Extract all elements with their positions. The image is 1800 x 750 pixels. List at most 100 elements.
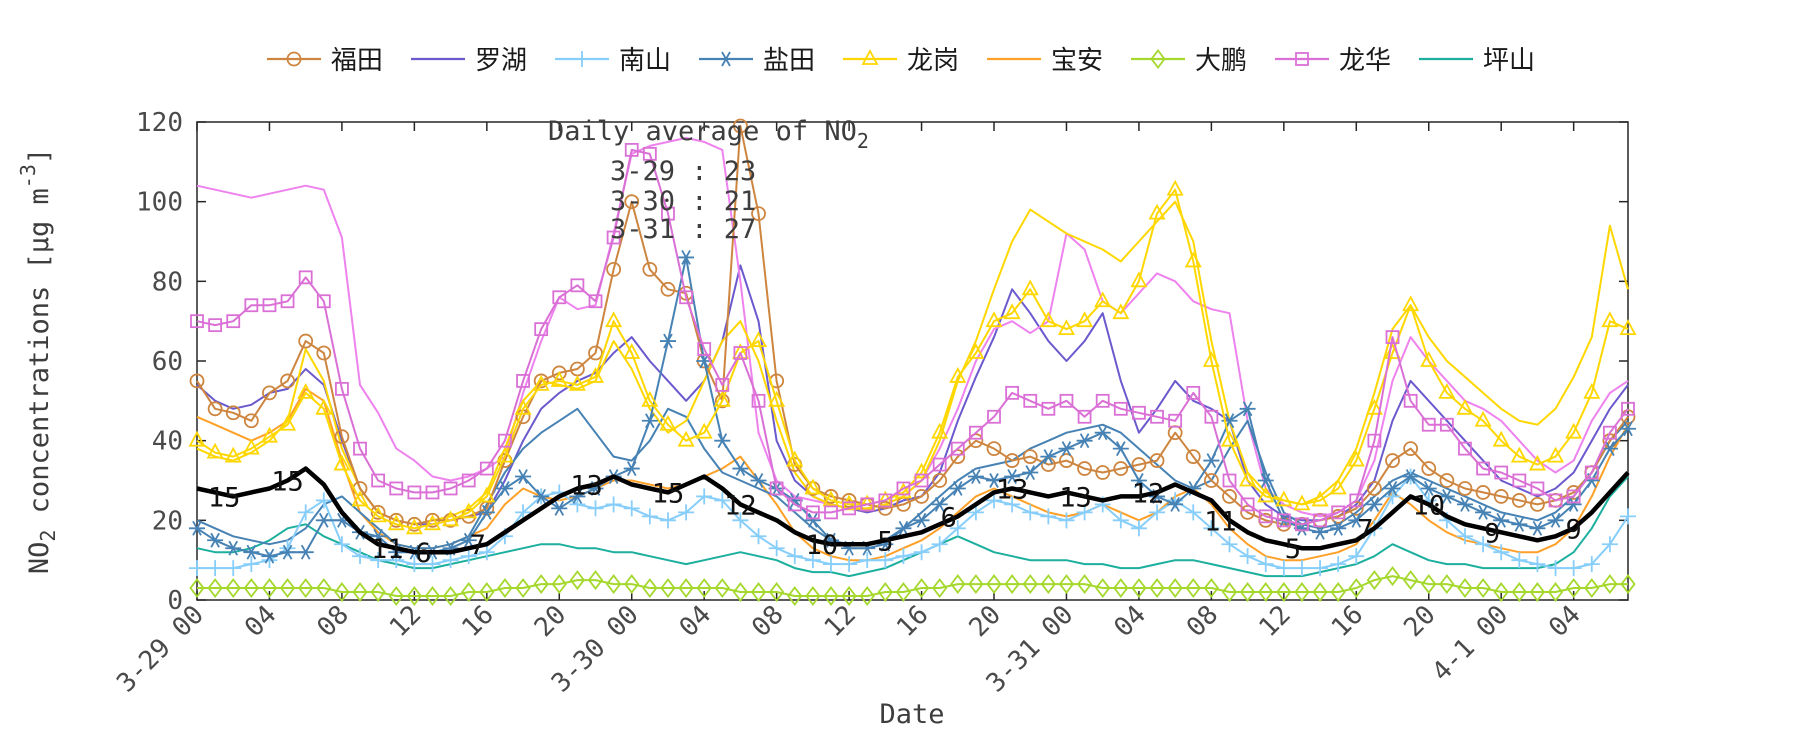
diamond-marker bbox=[1475, 578, 1491, 599]
circle-marker bbox=[968, 433, 984, 449]
plus-marker bbox=[696, 488, 713, 505]
circle-marker bbox=[950, 449, 966, 465]
series-dapeng bbox=[189, 566, 1636, 606]
legend-item-futian: 福田 bbox=[265, 40, 383, 77]
plus-marker bbox=[804, 552, 821, 569]
plus-marker bbox=[442, 552, 459, 569]
legend-item-nanshan: 南山 bbox=[553, 40, 671, 77]
asterisk-marker bbox=[207, 532, 224, 548]
legend-swatch-baoan bbox=[987, 57, 1041, 60]
plus-marker bbox=[877, 552, 894, 569]
asterisk-marker bbox=[1547, 512, 1564, 528]
plus-marker bbox=[1493, 544, 1510, 561]
annotation-row: 3-30 : 21 bbox=[610, 186, 756, 217]
plus-marker bbox=[895, 548, 912, 565]
triangle-marker bbox=[1293, 494, 1311, 511]
square-marker bbox=[896, 481, 911, 496]
square-marker bbox=[552, 290, 567, 305]
plus-marker bbox=[587, 500, 604, 517]
diamond-marker bbox=[1330, 582, 1346, 603]
plus-marker bbox=[1040, 508, 1057, 525]
square-marker bbox=[389, 481, 404, 496]
square-marker bbox=[443, 481, 458, 496]
diamond-marker bbox=[1040, 574, 1056, 595]
square-marker bbox=[1476, 461, 1490, 476]
diamond-marker bbox=[442, 586, 459, 606]
legend-label-longgang: 龙岗 bbox=[906, 46, 959, 76]
triangle-marker bbox=[1220, 430, 1238, 447]
plus-marker bbox=[352, 548, 369, 565]
asterisk-marker bbox=[623, 461, 640, 476]
triangle-marker bbox=[822, 490, 840, 507]
legend-swatch-longgang bbox=[842, 48, 897, 65]
diamond-marker bbox=[1348, 578, 1364, 599]
triangle-marker bbox=[1474, 410, 1492, 427]
square-marker bbox=[1077, 409, 1092, 424]
circle-marker bbox=[986, 441, 1002, 457]
legend-swatch-longhua bbox=[1275, 51, 1330, 66]
asterisk-marker bbox=[460, 532, 477, 548]
circle-marker bbox=[1475, 485, 1491, 500]
square-marker bbox=[316, 294, 331, 309]
triangle-marker bbox=[985, 311, 1003, 328]
diamond-marker bbox=[1221, 582, 1238, 603]
square-marker bbox=[570, 278, 585, 293]
asterisk-marker bbox=[1420, 481, 1437, 496]
plus-marker bbox=[1620, 508, 1636, 525]
circle-marker bbox=[551, 365, 567, 381]
plus-marker bbox=[1511, 552, 1528, 569]
asterisk-marker bbox=[1203, 453, 1220, 469]
plus-marker bbox=[859, 552, 876, 569]
plus-marker bbox=[1112, 512, 1129, 529]
triangle-marker bbox=[1184, 251, 1202, 268]
circle-marker bbox=[225, 405, 241, 421]
diamond-marker bbox=[968, 574, 984, 595]
diamond-marker bbox=[316, 578, 332, 599]
diamond-marker bbox=[1457, 578, 1473, 599]
x-axis-title: Date bbox=[879, 699, 944, 730]
plus-marker bbox=[1456, 528, 1473, 545]
diamond-marker bbox=[1004, 574, 1020, 595]
plus-marker bbox=[786, 548, 803, 565]
black-line-value-label: 6 bbox=[415, 538, 431, 569]
circle-marker bbox=[1077, 461, 1092, 476]
x-tick-label: 12 bbox=[819, 600, 862, 643]
diamond-marker bbox=[1402, 570, 1419, 591]
diamond-marker bbox=[1294, 582, 1310, 603]
diamond-marker bbox=[388, 586, 404, 606]
diamond-marker bbox=[624, 574, 640, 595]
black-line-value-label: 9 bbox=[1484, 518, 1500, 549]
triangle-marker bbox=[1456, 398, 1474, 415]
square-marker bbox=[751, 393, 766, 408]
x-tick-label: 16 bbox=[456, 600, 499, 643]
asterisk-marker bbox=[1040, 449, 1057, 465]
triangle-marker bbox=[224, 446, 242, 463]
legend-swatch-pingshan bbox=[1419, 57, 1474, 60]
circle-marker bbox=[298, 333, 314, 349]
plus-marker bbox=[1275, 560, 1292, 577]
square-marker bbox=[407, 485, 422, 500]
triangle-marker bbox=[369, 506, 387, 523]
square-marker bbox=[479, 461, 494, 476]
y-tick-label: 60 bbox=[152, 347, 183, 377]
circle-marker bbox=[751, 206, 766, 222]
diamond-marker bbox=[1566, 578, 1582, 599]
triangle-marker bbox=[713, 390, 731, 407]
diamond-marker bbox=[823, 586, 839, 606]
plus-marker bbox=[623, 500, 640, 517]
square-marker bbox=[769, 481, 784, 496]
circle-marker bbox=[606, 261, 622, 277]
triangle-marker bbox=[333, 454, 351, 471]
square-marker bbox=[1276, 513, 1291, 528]
square-marker bbox=[824, 505, 838, 520]
diamond-marker bbox=[841, 586, 857, 606]
square-marker bbox=[1059, 393, 1074, 408]
line-value-labels: 15 15 11 6 7 13 15 12 10 5 6 13 13 12 11 5 7 10 9 9 bbox=[208, 467, 1582, 570]
diamond-marker bbox=[551, 574, 567, 595]
x-tick-label: 4-1 00 bbox=[1427, 600, 1515, 688]
x-tick-label: 08 bbox=[312, 600, 355, 643]
asterisk-marker bbox=[1565, 496, 1582, 512]
asterisk-marker bbox=[496, 481, 513, 496]
triangle-marker bbox=[1583, 382, 1601, 399]
asterisk-marker bbox=[1112, 441, 1129, 457]
